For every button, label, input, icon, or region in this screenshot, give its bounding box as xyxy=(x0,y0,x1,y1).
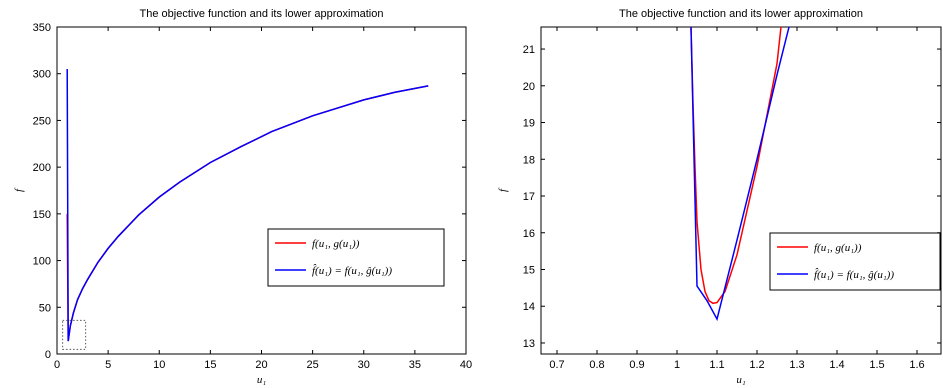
x-tick-label: 1.2 xyxy=(749,359,764,371)
x-tick-label: 1.4 xyxy=(829,359,844,371)
series-line-2 xyxy=(690,27,790,322)
chart-title: The objective function and its lower app… xyxy=(140,8,384,20)
x-tick-label: 1.5 xyxy=(869,359,884,371)
x-tick-label: 30 xyxy=(358,359,370,371)
x-tick-label: 1 xyxy=(674,359,680,371)
chart-2: The objective function and its lower app… xyxy=(497,8,942,386)
x-axis-label: u₁ xyxy=(736,374,746,386)
x-tick-label: 0.8 xyxy=(589,359,604,371)
x-tick-label: 0 xyxy=(54,359,60,371)
y-tick-label: 100 xyxy=(33,256,51,268)
legend-box xyxy=(769,232,941,291)
y-tick-label: 50 xyxy=(39,302,51,314)
series-line-1 xyxy=(690,27,782,305)
y-tick-label: 14 xyxy=(523,301,535,313)
plot-frame xyxy=(540,26,942,355)
legend-label: f(u₁, g(u₁)) xyxy=(312,238,360,250)
y-tick-label: 20 xyxy=(523,81,535,93)
legend-label: f̂(u₁) = f(u₁, ĝ(u₁)) xyxy=(814,268,894,281)
x-tick-label: 1.6 xyxy=(909,359,924,371)
y-tick-label: 250 xyxy=(33,115,51,127)
series-line-2 xyxy=(66,68,429,342)
y-tick-label: 0 xyxy=(45,349,51,361)
chart-1: The objective function and its lower app… xyxy=(13,8,472,386)
y-axis-label: f xyxy=(13,187,25,192)
x-tick-label: 20 xyxy=(255,359,267,371)
zoom-region-box xyxy=(62,319,87,350)
chart-title: The objective function and its lower app… xyxy=(619,8,863,20)
plot-frame xyxy=(56,26,467,355)
x-tick-label: 35 xyxy=(409,359,421,371)
y-tick-label: 15 xyxy=(523,264,535,276)
x-tick-label: 15 xyxy=(204,359,216,371)
legend-label: f̂(u₁) = f(u₁, ĝ(u₁)) xyxy=(312,264,392,277)
legend-box xyxy=(267,228,445,287)
x-tick-label: 5 xyxy=(105,359,111,371)
legend: f(u₁, g(u₁)) f̂(u₁) = f(u₁, ĝ(u₁)) xyxy=(769,232,941,291)
x-tick-label: 25 xyxy=(307,359,319,371)
series-line-1 xyxy=(66,85,429,342)
y-tick-label: 300 xyxy=(33,69,51,81)
x-tick-label: 10 xyxy=(153,359,165,371)
y-tick-label: 17 xyxy=(523,191,535,203)
legend: f(u₁, g(u₁)) f̂(u₁) = f(u₁, ĝ(u₁)) xyxy=(267,228,445,287)
legend-label: f(u₁, g(u₁)) xyxy=(814,242,862,254)
y-tick-label: 13 xyxy=(523,338,535,350)
y-tick-label: 150 xyxy=(33,209,51,221)
y-tick-label: 19 xyxy=(523,118,535,130)
x-tick-label: 1.3 xyxy=(789,359,804,371)
y-tick-label: 21 xyxy=(523,44,535,56)
x-tick-label: 0.9 xyxy=(629,359,644,371)
y-tick-label: 350 xyxy=(33,22,51,34)
y-tick-label: 16 xyxy=(523,228,535,240)
y-tick-label: 200 xyxy=(33,162,51,174)
x-tick-label: 1.1 xyxy=(709,359,724,371)
x-tick-label: 0.7 xyxy=(549,359,564,371)
x-axis-label: u₁ xyxy=(257,374,267,386)
y-axis-label: f xyxy=(497,187,509,192)
x-tick-label: 40 xyxy=(460,359,472,371)
y-tick-label: 18 xyxy=(523,154,535,166)
